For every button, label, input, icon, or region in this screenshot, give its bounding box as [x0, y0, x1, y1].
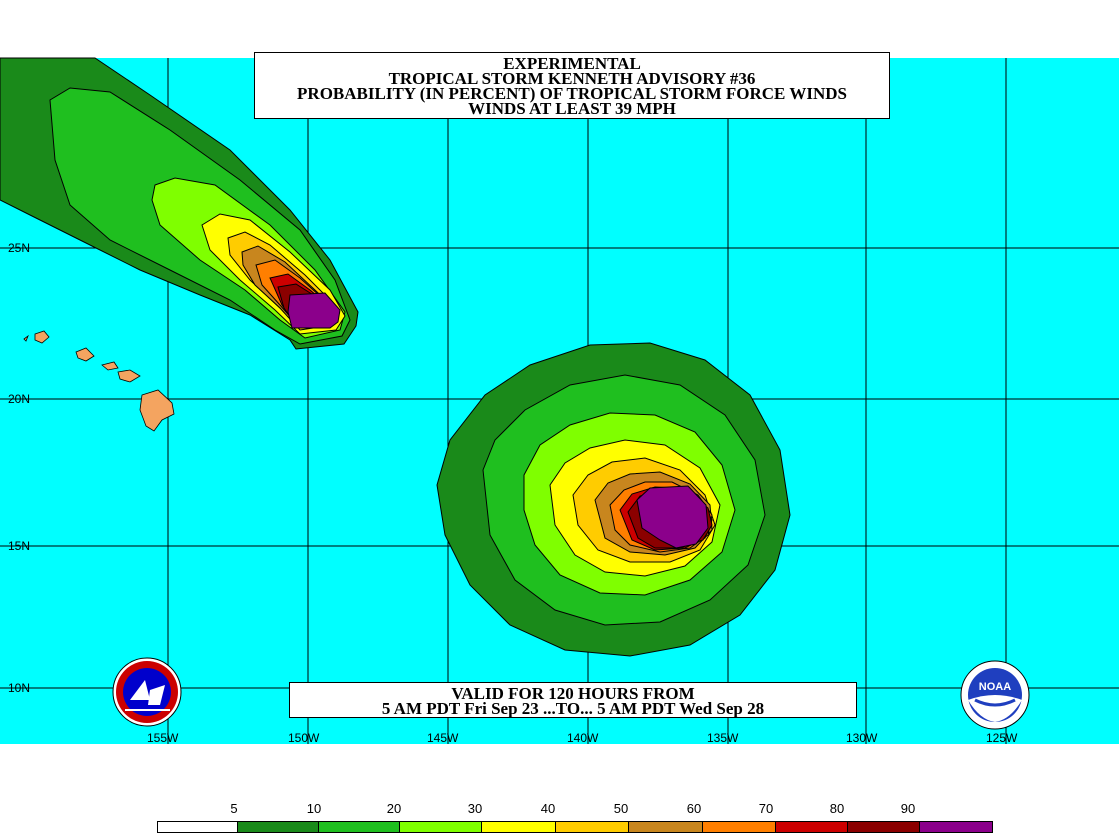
legend-color-bar	[157, 821, 993, 833]
legend-swatch-2	[319, 822, 400, 832]
title-box: EXPERIMENTAL TROPICAL STORM KENNETH ADVI…	[254, 52, 890, 119]
legend-swatch-8	[776, 822, 848, 832]
noaa-text: NOAA	[979, 681, 1011, 693]
legend-label-5: 5	[230, 801, 238, 816]
lon-label-150w: 150W	[288, 731, 320, 745]
legend-swatch-4	[482, 822, 556, 832]
legend-label-60: 60	[686, 801, 702, 816]
valid-line-2: 5 AM PDT Fri Sep 23 ...TO... 5 AM PDT We…	[381, 699, 765, 718]
lon-label-140w: 140W	[567, 731, 599, 745]
lat-label-20n: 20N	[8, 392, 31, 406]
nws-logo	[112, 657, 182, 727]
lon-label-130w: 130W	[846, 731, 878, 745]
legend-swatch-6	[629, 822, 703, 832]
legend-label-90: 90	[900, 801, 916, 816]
lon-label-125w: 125W	[986, 731, 1018, 745]
legend-swatch-5	[556, 822, 629, 832]
title-line-1: EXPERIMENTAL	[503, 54, 641, 73]
legend-label-20: 20	[386, 801, 402, 816]
legend-swatch-10	[920, 822, 992, 832]
lon-label-155w: 155W	[147, 731, 179, 745]
northern-probability-swath	[0, 57, 359, 350]
legend-label-70: 70	[758, 801, 774, 816]
legend-swatch-1	[238, 822, 319, 832]
legend-swatch-9	[848, 822, 920, 832]
legend-label-80: 80	[829, 801, 845, 816]
title-line-4: WINDS AT LEAST 39 MPH	[468, 99, 676, 118]
legend-label-40: 40	[540, 801, 556, 816]
lat-label-15n: 15N	[8, 539, 31, 553]
title-line-3: PROBABILITY (IN PERCENT) OF TROPICAL STO…	[297, 84, 847, 103]
lon-label-135w: 135W	[707, 731, 739, 745]
lat-label-25n: 25N	[8, 241, 31, 255]
lat-label-10n: 10N	[8, 681, 31, 695]
southern-probability-swath	[436, 342, 791, 657]
lon-label-145w: 145W	[427, 731, 459, 745]
legend-swatch-7	[703, 822, 776, 832]
title-line-2: TROPICAL STORM KENNETH ADVISORY #36	[388, 69, 756, 88]
legend-label-10: 10	[306, 801, 322, 816]
legend-label-50: 50	[613, 801, 629, 816]
legend-label-30: 30	[467, 801, 483, 816]
valid-line-1: VALID FOR 120 HOURS FROM	[451, 684, 695, 703]
legend-swatch-0	[158, 822, 238, 832]
hawaii-islands	[23, 330, 175, 432]
noaa-logo: NOAA	[960, 660, 1030, 730]
legend-swatch-3	[400, 822, 482, 832]
valid-period-box: VALID FOR 120 HOURS FROM 5 AM PDT Fri Se…	[289, 682, 857, 718]
